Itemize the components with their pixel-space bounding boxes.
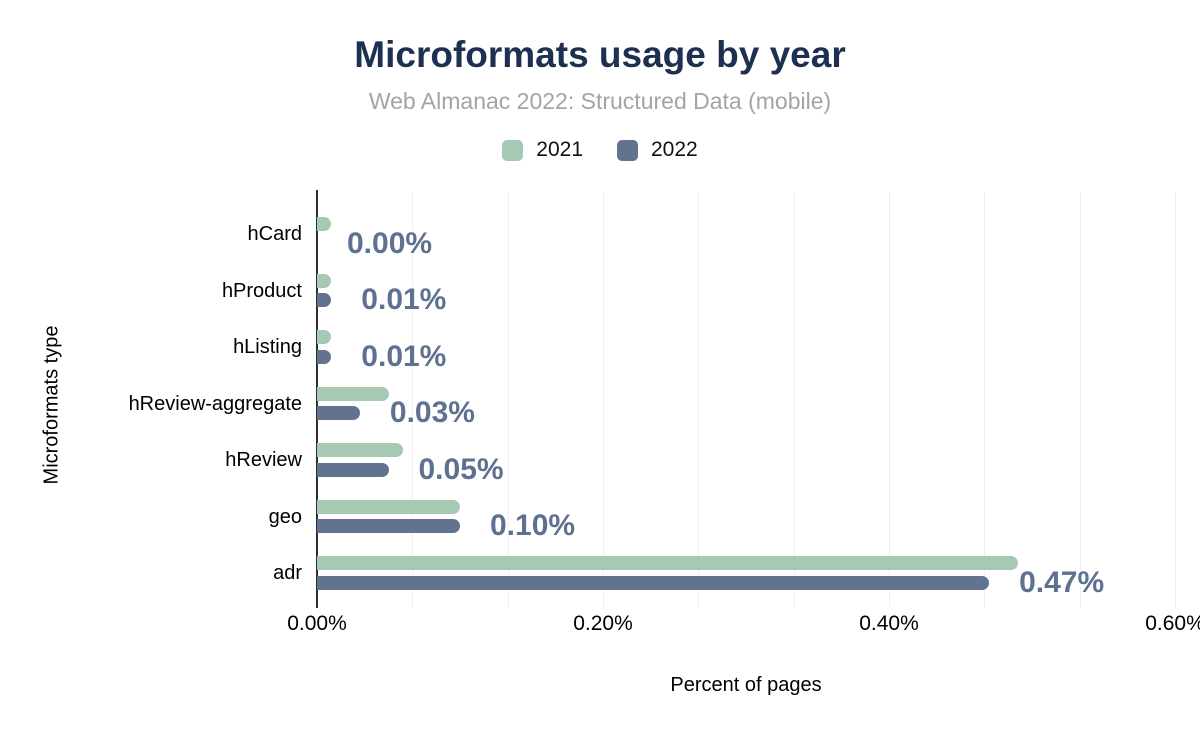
legend-item-2022: 2022 [617,138,698,162]
gridline [698,192,700,607]
chart-subtitle: Web Almanac 2022: Structured Data (mobil… [368,88,832,114]
data-label-hReview: 0.05% [418,452,504,486]
legend-label: 2021 [536,138,583,161]
bar-2021-geo[interactable] [317,499,460,514]
x-tick-label: 0.00% [287,612,347,635]
data-label-adr: 0.47% [1019,565,1105,599]
category-label-hReview-aggregate: hReview-aggregate [128,392,302,415]
gridline [412,192,414,607]
category-label-geo: geo [268,505,302,528]
data-label-hListing: 0.01% [361,339,447,373]
legend-item-2021: 2021 [502,138,583,162]
gridline [1079,192,1081,607]
bar-2021-adr[interactable] [317,556,1018,570]
category-label-hReview: hReview [225,449,302,471]
bar-2022-hReview[interactable] [317,462,389,477]
legend-label: 2022 [651,138,698,161]
data-label-hReview-aggregate: 0.03% [389,396,475,429]
gridline [793,192,795,607]
bar-2021-hListing[interactable] [317,330,332,344]
category-label-hProduct: hProduct [221,279,302,302]
bar-2021-hCard[interactable] [317,217,332,231]
bar-2022-hProduct[interactable] [317,293,332,307]
category-label-hListing: hListing [233,336,302,358]
legend: 2021 2022 [0,138,1200,162]
x-tick-label: 0.20% [573,612,633,635]
gridline [507,192,509,607]
category-label-hCard: hCard [247,223,302,245]
y-axis-title: Microformats type [40,325,63,485]
category-label-adr: adr [273,562,302,584]
gridline [603,192,604,607]
data-label-hCard: 0.00% [347,226,433,260]
gridline [984,192,986,607]
bar-2021-hReview-aggregate[interactable] [317,386,389,401]
data-label-geo: 0.10% [490,509,576,542]
legend-swatch-2021 [502,139,524,161]
gridline [889,192,890,607]
legend-swatch-2022 [617,139,638,161]
x-axis-title: Percent of pages [670,674,822,696]
data-label-hProduct: 0.01% [361,283,447,316]
bar-2022-hReview-aggregate[interactable] [317,406,360,420]
bar-2022-hListing[interactable] [317,349,332,364]
chart-title: Microformats usage by year [354,34,846,75]
bar-2021-hReview[interactable] [317,443,403,457]
x-tick-label: 0.60% [1145,612,1200,635]
gridline [1175,192,1176,607]
bar-2022-adr[interactable] [317,575,990,590]
x-tick-label: 0.40% [859,612,919,635]
bar-2022-geo[interactable] [317,519,460,533]
bar-2021-hProduct[interactable] [317,273,332,288]
